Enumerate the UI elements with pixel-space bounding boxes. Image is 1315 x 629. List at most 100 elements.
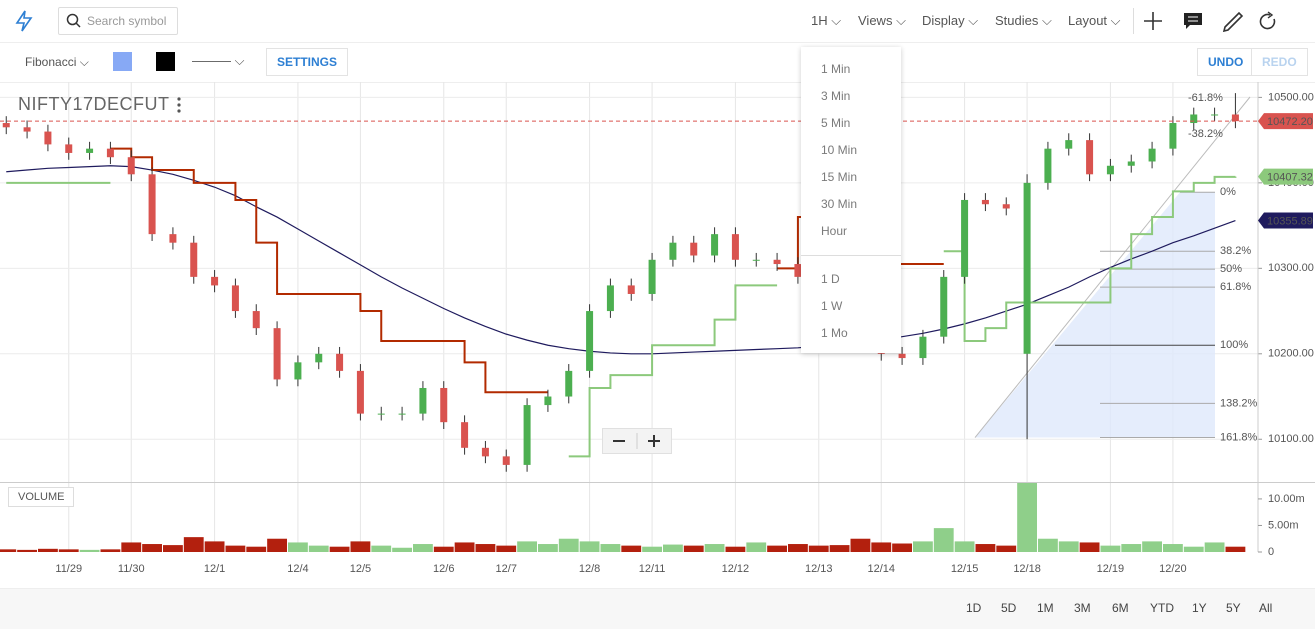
volume-bar	[975, 544, 996, 552]
menu-item[interactable]: Hour	[821, 224, 848, 238]
menu-views[interactable]: Views ⌵	[858, 13, 906, 28]
range-button[interactable]: 1M	[1037, 601, 1054, 615]
volume-bar	[496, 545, 517, 552]
candle-body	[190, 242, 198, 277]
comment-icon[interactable]	[1184, 13, 1202, 29]
menu-item[interactable]: 1 W	[821, 299, 843, 313]
range-button[interactable]: 1Y	[1192, 601, 1207, 615]
redo-button[interactable]: REDO	[1251, 48, 1308, 76]
price-badge	[1258, 212, 1313, 229]
candle-body	[752, 259, 760, 261]
volume-bar	[454, 542, 475, 552]
fib-level-label: 50%	[1220, 263, 1242, 275]
menu-display[interactable]: Display ⌵	[922, 13, 979, 28]
supertrend-up	[6, 175, 1237, 458]
volume-bar	[808, 545, 829, 552]
volume-bar	[0, 549, 17, 552]
candle-body	[648, 259, 656, 294]
fib-level-label: 138.2%	[1220, 397, 1258, 409]
candle-body	[1148, 148, 1156, 162]
draw-icon[interactable]	[1221, 11, 1245, 32]
range-button[interactable]: YTD	[1150, 601, 1174, 615]
x-tick-label: 12/20	[1159, 563, 1187, 575]
zoom-control	[602, 428, 672, 454]
x-tick-label: 12/15	[951, 563, 979, 575]
undo-button[interactable]: UNDO	[1197, 48, 1255, 76]
menu-layout[interactable]: Layout ⌵	[1068, 13, 1121, 28]
line-style-dropdown[interactable]: ——— ⌵	[192, 53, 245, 68]
menu-item[interactable]: 3 Min	[821, 89, 851, 103]
range-button[interactable]: 1D	[966, 601, 982, 615]
y-tick-label: 10500.00	[1268, 91, 1314, 103]
interval-menu: 1 Min 3 Min 5 Min 10 Min 15 Min 30 Min Hour 1 D…	[801, 47, 901, 353]
menu-item[interactable]: 10 Min	[821, 143, 858, 157]
menu-label: Display	[922, 13, 965, 28]
candle-body	[169, 234, 177, 243]
candle-body	[315, 353, 323, 363]
fill-color-swatch[interactable]	[113, 52, 132, 71]
reset-icon[interactable]	[1259, 11, 1276, 30]
volume-bar	[829, 545, 850, 552]
range-button[interactable]: 3M	[1074, 601, 1091, 615]
tool-dropdown[interactable]: Fibonacci ⌵	[25, 55, 89, 69]
volume-bar	[1121, 544, 1142, 552]
volume-bar	[642, 546, 662, 552]
menu-item[interactable]: 1 Min	[821, 62, 851, 76]
volume-bar	[413, 544, 433, 552]
fib-level-label: 0%	[1220, 186, 1236, 198]
y-tick-label: 10100.00	[1268, 433, 1314, 445]
candle-body	[627, 285, 635, 294]
menu-label: Layout	[1068, 13, 1108, 28]
candle-body	[461, 422, 469, 448]
volume-bar	[371, 545, 392, 552]
candle-body	[127, 157, 135, 175]
line-color-swatch[interactable]	[156, 52, 175, 71]
volume-bar	[288, 542, 308, 552]
volume-bar	[1163, 544, 1183, 552]
candle-body	[356, 370, 364, 414]
menu-item[interactable]: 1 D	[821, 272, 840, 286]
menu-studies[interactable]: Studies ⌵	[995, 13, 1052, 28]
menu-separator	[801, 255, 901, 256]
volume-bar	[350, 541, 371, 552]
volume-bar	[1058, 541, 1079, 552]
fib-trend-line	[974, 96, 1251, 438]
interval: 1H	[811, 13, 828, 28]
search-box[interactable]: Search symbol	[58, 7, 178, 35]
volume-bar	[1017, 483, 1037, 552]
range-button[interactable]: 5Y	[1226, 601, 1241, 615]
menu-item[interactable]: 15 Min	[821, 170, 858, 184]
volume-label: VOLUME	[8, 487, 75, 507]
range-button[interactable]: 6M	[1112, 601, 1129, 615]
y-tick-label: 10200.00	[1268, 348, 1314, 360]
menu-item[interactable]: 5 Min	[821, 116, 851, 130]
volume-bar	[871, 542, 892, 552]
volume-bar	[892, 543, 912, 552]
x-tick-label: 11/30	[118, 563, 145, 575]
menu-item[interactable]: 30 Min	[821, 197, 858, 211]
candle-body	[294, 362, 302, 380]
tool-name: Fibonacci	[25, 55, 77, 69]
symbol-menu-icon[interactable]	[175, 96, 183, 114]
candle-body	[273, 328, 281, 380]
range-button[interactable]: 5D	[1001, 601, 1017, 615]
menu-label: Studies	[995, 13, 1039, 28]
settings-button[interactable]: SETTINGS	[266, 48, 349, 76]
menu-label: Views	[858, 13, 893, 28]
chart: 11/29 11/30 12/1 12/4 12/5 12/6 12/7 12/8 12/11 1…	[0, 82, 1315, 575]
volume-bar	[663, 544, 683, 552]
volume-bar	[1183, 546, 1204, 552]
candle-body	[65, 144, 73, 153]
menu-item[interactable]: 1 Mo	[821, 326, 848, 340]
candle-body	[586, 311, 594, 371]
candle-body	[377, 413, 385, 415]
price-badge-label: 10472.20	[1267, 116, 1313, 128]
interval-dropdown[interactable]: 1H ⌵	[811, 13, 842, 28]
price-badge	[1258, 113, 1313, 130]
range-button[interactable]: All	[1259, 601, 1273, 615]
crosshair-icon[interactable]	[1144, 12, 1162, 30]
candle-body	[231, 285, 239, 312]
candle-body	[398, 413, 406, 415]
zoom-in[interactable]	[648, 435, 660, 447]
volume-bar	[183, 537, 204, 552]
